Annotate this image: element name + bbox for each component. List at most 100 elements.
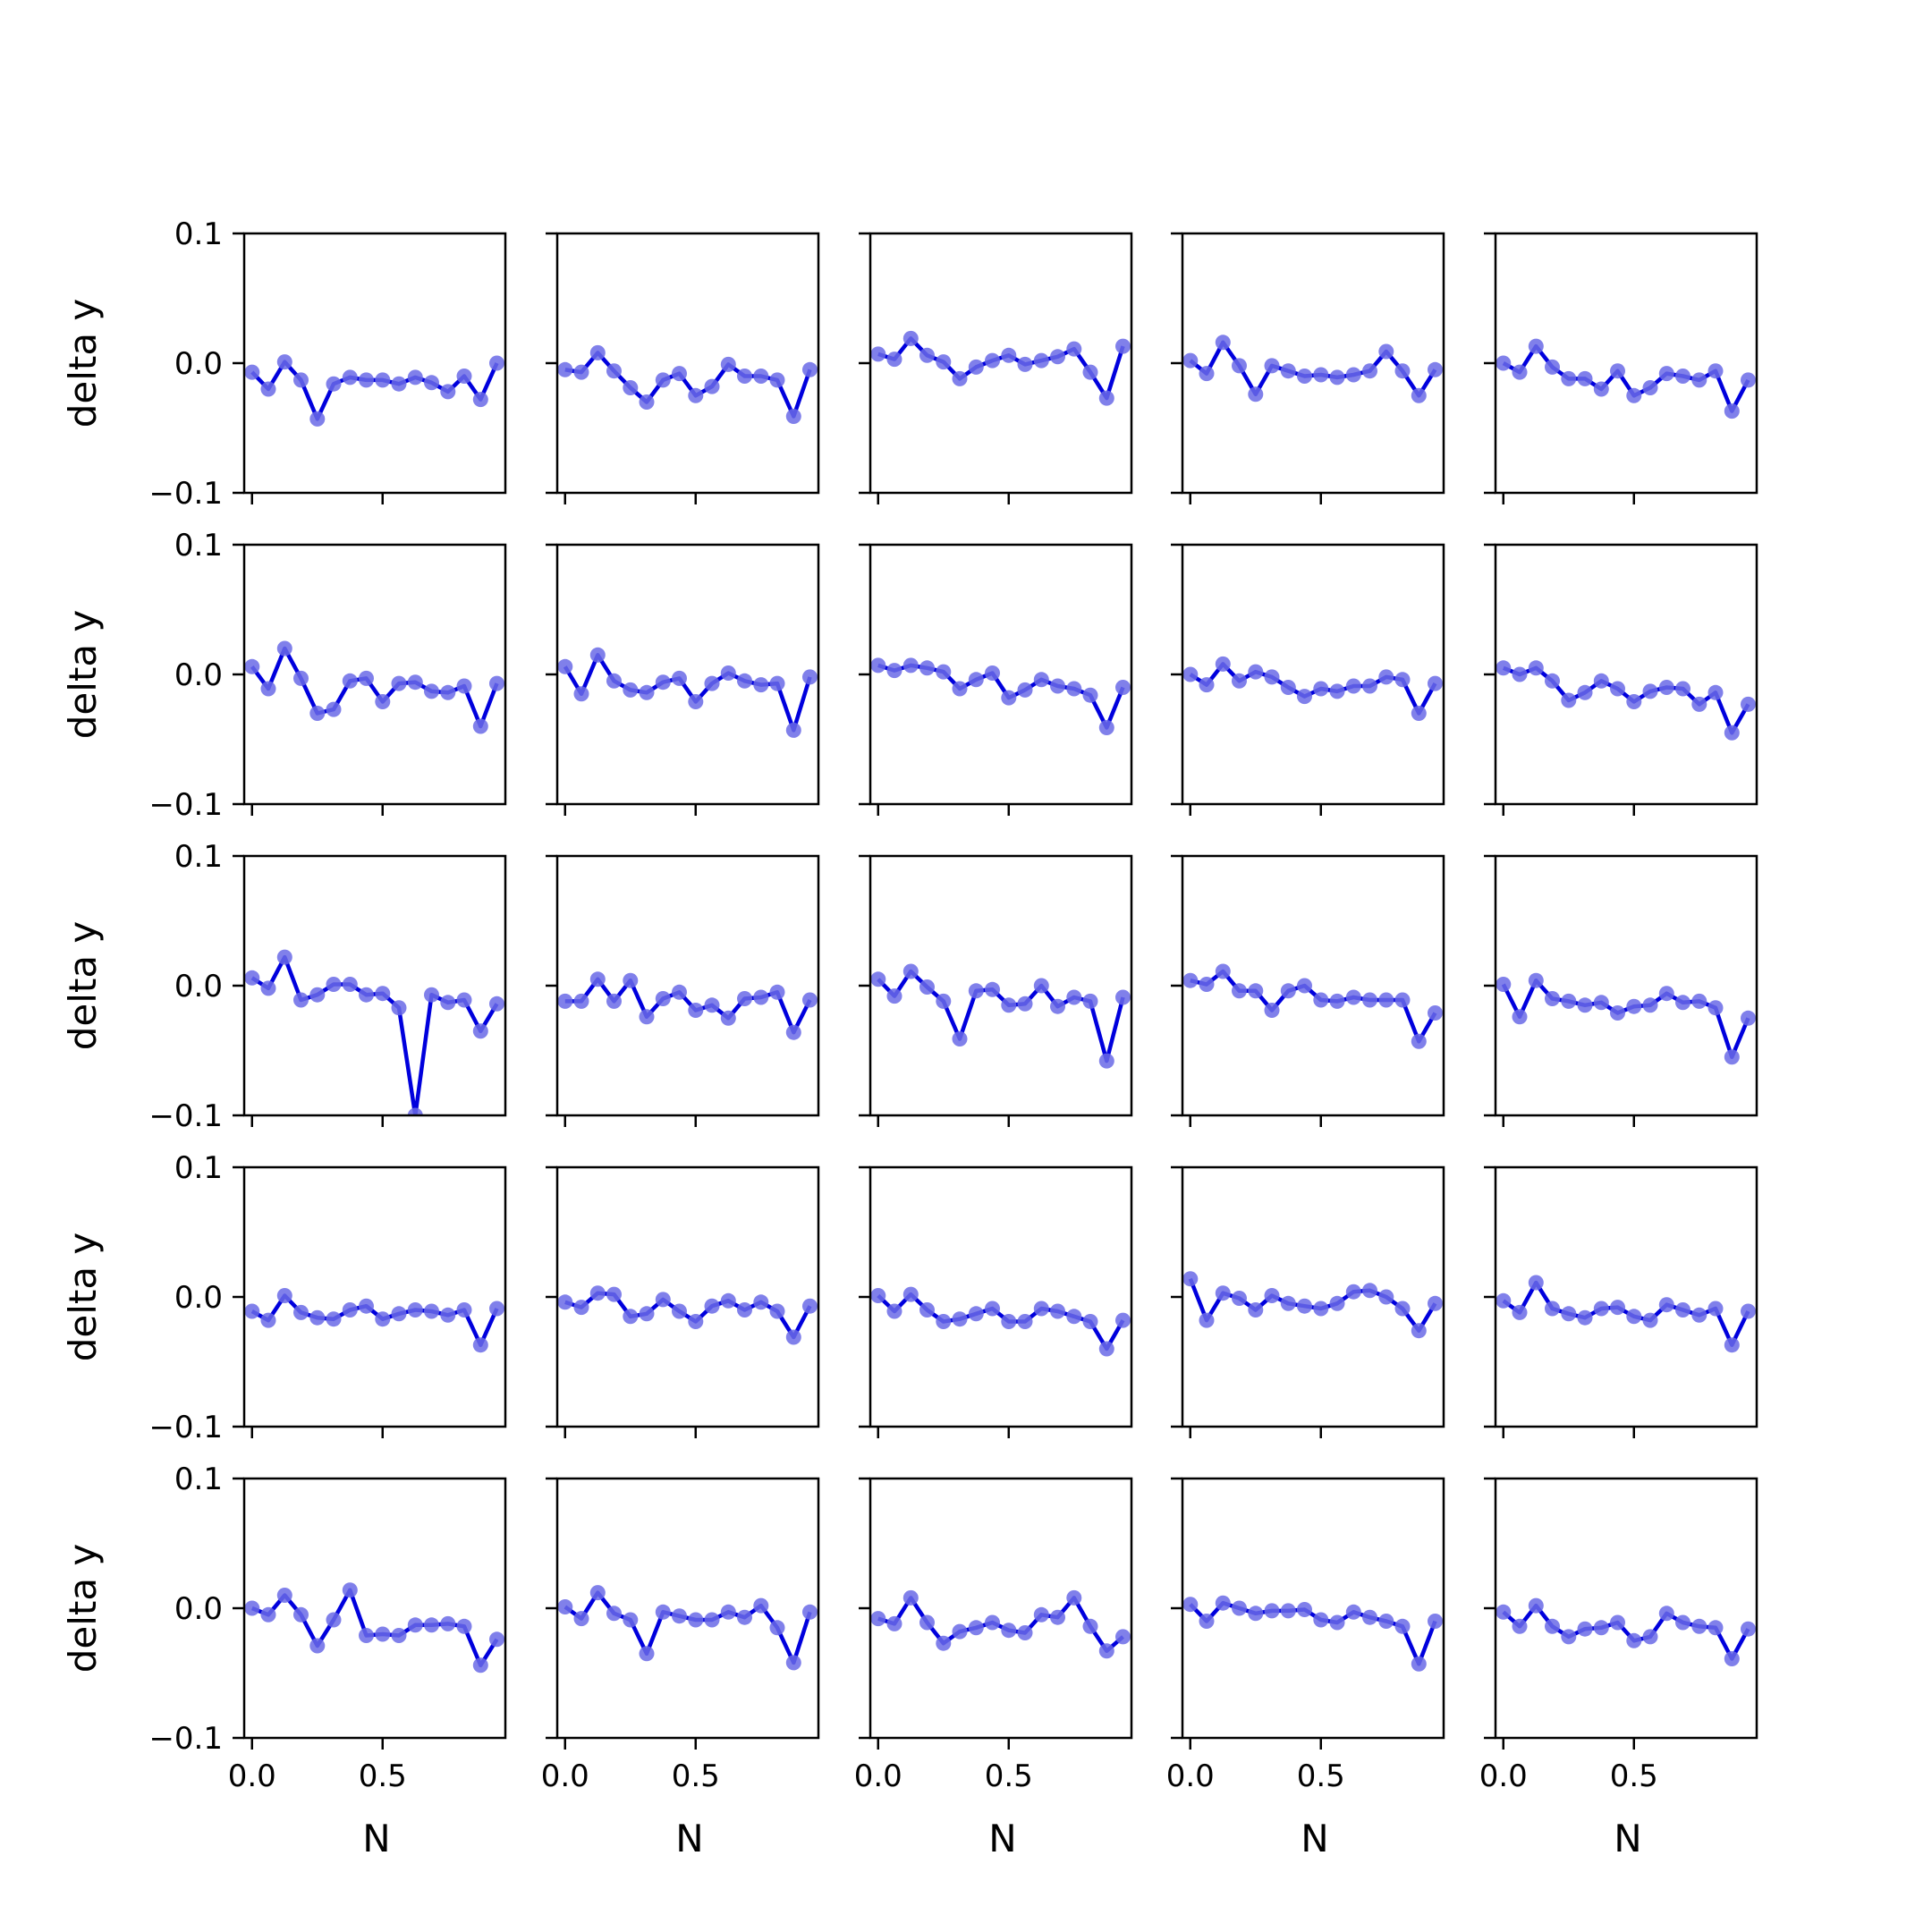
series-group xyxy=(870,963,1131,1069)
series-group xyxy=(870,657,1131,735)
data-point xyxy=(244,1303,260,1319)
data-point xyxy=(1313,1301,1329,1317)
y-tick-label: 0.1 xyxy=(174,1462,223,1497)
data-point xyxy=(785,1024,801,1040)
data-point xyxy=(1264,1003,1280,1018)
data-point xyxy=(1082,1314,1098,1329)
data-point xyxy=(244,658,260,674)
data-point xyxy=(1675,369,1690,384)
data-point xyxy=(1098,1643,1114,1659)
data-point xyxy=(1115,989,1131,1005)
data-point xyxy=(802,992,818,1008)
data-point xyxy=(293,1606,309,1623)
data-point xyxy=(1626,1309,1642,1325)
data-point xyxy=(737,1609,752,1625)
data-point xyxy=(688,694,704,709)
data-point xyxy=(1115,1312,1131,1328)
data-point xyxy=(1264,1603,1280,1619)
series-line xyxy=(564,1590,812,1665)
data-point xyxy=(1378,1614,1394,1629)
data-point xyxy=(1098,720,1114,735)
data-point xyxy=(326,1612,342,1628)
data-point xyxy=(639,1009,655,1025)
data-point xyxy=(1411,706,1427,721)
data-point xyxy=(1658,986,1674,1002)
data-point xyxy=(1707,1620,1724,1636)
data-point xyxy=(952,1623,968,1640)
data-point xyxy=(720,1010,736,1026)
data-point xyxy=(589,971,606,987)
data-point xyxy=(936,1635,952,1651)
data-point xyxy=(623,972,639,988)
data-point xyxy=(456,369,472,384)
data-point xyxy=(489,675,504,691)
data-point xyxy=(342,369,358,386)
data-point xyxy=(870,971,886,987)
data-point xyxy=(737,673,752,689)
data-point xyxy=(1626,387,1642,403)
data-point xyxy=(753,1597,769,1614)
data-point xyxy=(293,372,309,388)
axes-frame xyxy=(1181,232,1445,495)
data-point xyxy=(936,993,952,1009)
series-group xyxy=(1182,1271,1443,1339)
data-point xyxy=(655,372,671,388)
data-point xyxy=(424,683,439,699)
series-line xyxy=(1189,662,1437,716)
data-point xyxy=(1345,1604,1361,1620)
axes-frame xyxy=(1494,1165,1758,1428)
data-point xyxy=(1691,696,1707,712)
data-point xyxy=(1528,660,1544,676)
data-point xyxy=(704,675,720,691)
series-line xyxy=(1189,340,1437,398)
data-point xyxy=(244,364,260,380)
series-group xyxy=(557,971,818,1040)
data-point xyxy=(737,991,752,1006)
panel-r1-c1: 0.1 0.0 −0.1 xyxy=(148,216,507,512)
series-group xyxy=(1182,335,1443,403)
data-point xyxy=(472,1023,488,1039)
data-point xyxy=(1561,1629,1577,1645)
data-point xyxy=(1017,1625,1033,1640)
panel-r3-c4 xyxy=(1171,854,1445,1127)
axes-frame xyxy=(242,543,507,806)
data-point xyxy=(1248,1606,1264,1622)
series-line xyxy=(563,653,812,733)
data-point xyxy=(688,387,704,403)
data-point xyxy=(1707,1000,1724,1016)
data-point xyxy=(1017,996,1033,1012)
panel-r5-c4: 0.0 0.5 xyxy=(1166,1477,1445,1794)
series-group xyxy=(1182,1595,1443,1672)
panel-r1-c5 xyxy=(1484,232,1758,504)
data-point xyxy=(902,1589,919,1606)
data-point xyxy=(375,372,391,388)
data-point xyxy=(1182,972,1199,988)
data-point xyxy=(1496,1604,1512,1620)
data-point xyxy=(456,1302,472,1318)
data-point xyxy=(424,375,439,391)
data-point xyxy=(407,674,423,691)
data-point xyxy=(391,1628,407,1643)
data-point xyxy=(1329,683,1345,699)
panel-r4-c1: 0.1 0.0 −0.1 xyxy=(148,1150,507,1445)
data-point xyxy=(769,984,785,1000)
data-point xyxy=(326,977,342,992)
series-line xyxy=(1190,969,1437,1044)
data-point xyxy=(688,1612,704,1628)
data-point xyxy=(472,1657,488,1674)
data-point xyxy=(424,1617,439,1633)
data-point xyxy=(440,1615,456,1631)
panel-r4-c2 xyxy=(546,1165,820,1438)
data-point xyxy=(276,354,292,370)
series-group xyxy=(244,1288,504,1353)
series-line xyxy=(250,954,499,1115)
y-tick-label: −0.1 xyxy=(148,1098,223,1134)
series-line xyxy=(1501,978,1750,1060)
data-point xyxy=(573,1300,589,1316)
data-point xyxy=(688,1003,704,1018)
panel-r3-c5 xyxy=(1484,854,1758,1127)
data-point xyxy=(1610,1005,1625,1021)
data-point xyxy=(1215,335,1231,351)
data-point xyxy=(902,330,919,346)
data-point xyxy=(260,1312,276,1328)
